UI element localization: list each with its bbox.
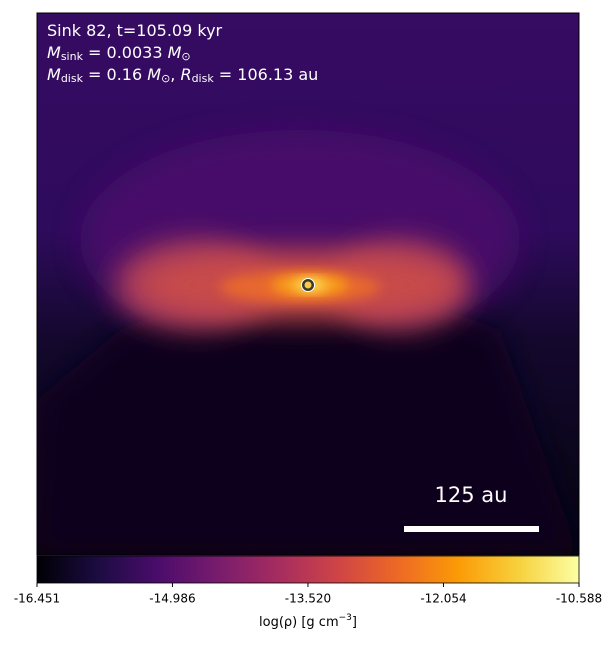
tick-label: -16.451: [14, 592, 60, 606]
text-part: M: [47, 65, 61, 84]
subscript: sink: [61, 50, 84, 63]
scale-bar: [404, 526, 539, 532]
tick-label: -14.986: [149, 592, 195, 606]
text-part: = 0.0033: [83, 43, 168, 62]
annotation: Mdisk = 0.16 M⊙, Rdisk = 106.13 au: [47, 65, 318, 86]
text-part: = 106.13 au: [214, 65, 319, 84]
tick-label: -13.520: [285, 592, 331, 606]
text-part: M: [47, 43, 61, 62]
colorbar: [36, 555, 580, 584]
text-part: M: [168, 43, 182, 62]
scale-bar-label: 125 au: [435, 483, 508, 507]
subscript: disk: [192, 72, 215, 85]
sink-marker-ring: [301, 278, 315, 292]
tick-label: -10.588: [556, 592, 602, 606]
density-map: [37, 13, 579, 555]
tick-label: -12.054: [420, 592, 466, 606]
frame: [36, 12, 580, 556]
text-part: log(ρ) [g cm: [259, 615, 339, 630]
text-part: ]: [352, 615, 357, 630]
annotation: Sink 82, t=105.09 kyr: [47, 21, 223, 40]
text-part: Sink 82, t=105.09 kyr: [47, 21, 223, 40]
text-part: ,: [170, 65, 180, 84]
subscript: disk: [61, 72, 84, 85]
sink-marker: [301, 278, 315, 292]
annotation: Msink = 0.0033 M⊙: [47, 43, 191, 64]
superscript: −3: [339, 613, 352, 623]
text-part: = 0.16: [83, 65, 147, 84]
subscript: ⊙: [161, 72, 170, 85]
text-part: R: [180, 65, 191, 84]
subscript: ⊙: [181, 50, 190, 63]
colorbar-label: log(ρ) [g cm−3]: [259, 613, 357, 630]
text-part: M: [147, 65, 161, 84]
